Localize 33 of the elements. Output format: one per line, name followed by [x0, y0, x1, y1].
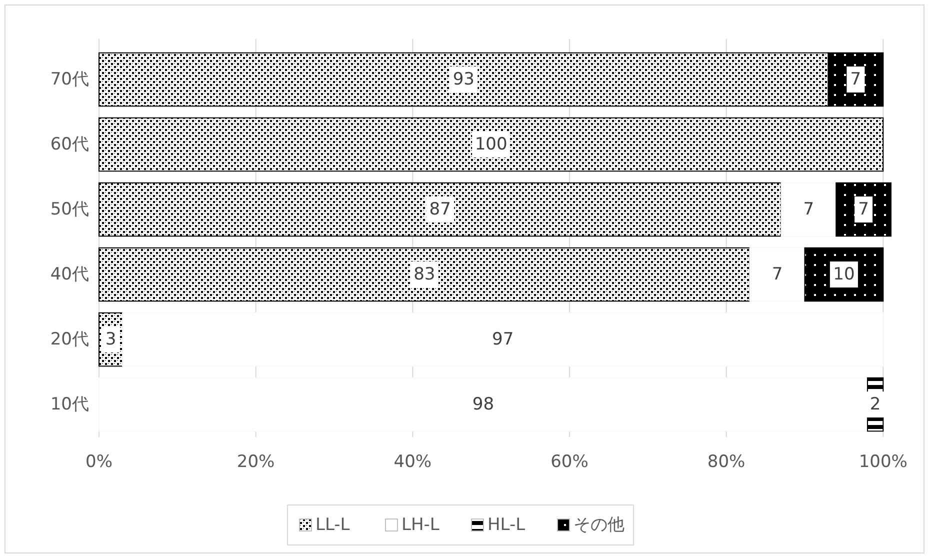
data-label: 7 — [850, 70, 862, 90]
legend-label: HL-L — [488, 515, 526, 535]
bar — [98, 117, 884, 172]
x-tick-label: 60% — [550, 452, 588, 472]
x-tick-label: 20% — [236, 452, 275, 472]
bar — [98, 182, 782, 237]
legend-label: LH-L — [402, 515, 440, 535]
y-tick-label: 10代 — [50, 394, 89, 414]
data-label: 100 — [474, 134, 508, 154]
y-tick-label: 70代 — [50, 70, 89, 90]
legend-label: LL-L — [316, 515, 350, 535]
legend-label: その他 — [574, 515, 624, 535]
data-label: 97 — [492, 330, 514, 350]
y-tick-label: 60代 — [50, 134, 89, 154]
data-label: 7 — [772, 264, 783, 284]
data-label: 7 — [803, 200, 814, 220]
data-label: 93 — [452, 70, 474, 90]
data-label: 7 — [858, 200, 869, 220]
y-tick-label: 40代 — [50, 264, 89, 284]
data-label: 83 — [414, 264, 436, 284]
data-label: 3 — [105, 330, 116, 350]
bar — [122, 312, 884, 367]
x-tick-label: 80% — [707, 452, 746, 472]
x-tick-label: 0% — [86, 452, 112, 472]
x-tick-label: 40% — [394, 452, 432, 472]
data-label: 10 — [833, 264, 855, 284]
data-label: 2 — [870, 394, 881, 414]
y-tick-label: 50代 — [50, 200, 89, 220]
x-tick-label: 100% — [858, 452, 908, 472]
bar — [98, 247, 750, 302]
data-label: 98 — [472, 394, 494, 414]
data-label: 87 — [429, 200, 451, 220]
y-tick-label: 20代 — [50, 330, 89, 350]
